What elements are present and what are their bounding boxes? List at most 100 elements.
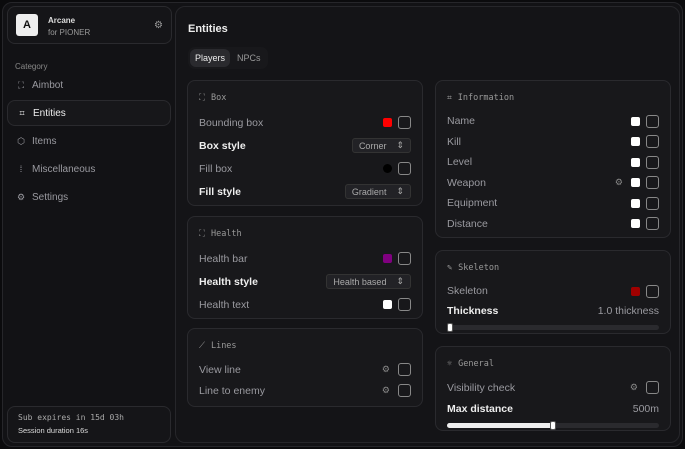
logo: A (16, 14, 38, 36)
sidebar-item-aimbot[interactable]: ⛶ Aimbot (7, 72, 171, 98)
slider-thumb[interactable] (447, 323, 453, 332)
skeleton-card: ✎ Skeleton Skeleton Thickness 1.0 thicknes… (435, 250, 671, 334)
card-title: Lines (210, 341, 237, 351)
sidebar-item-label: Items (32, 135, 57, 147)
checkbox[interactable] (646, 155, 659, 169)
row-label: Max distance (447, 402, 513, 415)
color-swatch[interactable] (383, 300, 392, 309)
visibility-check-row: Visibility check ⚙ (447, 377, 659, 398)
skeleton-row: Skeleton (447, 281, 659, 301)
session-duration: Session duration 16s (18, 426, 89, 435)
info-row-name: Name (447, 111, 659, 132)
color-swatch[interactable] (631, 198, 640, 208)
row-label: Name (447, 115, 476, 128)
card-title: General (458, 359, 494, 369)
page-title: Entities (188, 23, 228, 35)
row-label: Weapon (447, 176, 486, 189)
chevrons-icon: ⇕ (396, 276, 404, 286)
checkbox[interactable] (398, 298, 411, 311)
brand-name: Arcane (48, 16, 76, 25)
checkbox[interactable] (646, 114, 659, 128)
settings-icon[interactable]: ⚙ (154, 20, 163, 31)
sidebar-item-entities[interactable]: ⌗ Entities (7, 100, 171, 126)
info-row-weapon: Weapon ⚙ (447, 173, 659, 194)
select-value: Corner (358, 140, 387, 151)
select-value: Gradient (351, 186, 387, 197)
thickness-value: 1.0 thickness (597, 305, 659, 317)
sidebar-item-settings[interactable]: ⚙ Settings (7, 184, 171, 210)
box-icon: ⛶ (199, 229, 205, 239)
checkbox[interactable] (398, 116, 411, 129)
sun-icon: ☼ (447, 359, 453, 369)
sub-expires: Sub expires in 15d 03h (18, 413, 124, 422)
row-label: Kill (447, 135, 462, 148)
card-title: Health (210, 229, 242, 239)
chevrons-icon: ⇕ (396, 186, 404, 196)
max-distance-slider[interactable] (447, 421, 659, 430)
slider-thumb[interactable] (550, 421, 556, 430)
row-label: Skeleton (447, 285, 488, 297)
checkbox[interactable] (398, 162, 411, 175)
card-title: Box (210, 93, 227, 103)
color-swatch[interactable] (631, 116, 640, 126)
color-swatch[interactable] (631, 157, 640, 167)
checkbox[interactable] (398, 384, 411, 397)
card-title: Skeleton (458, 263, 500, 273)
row-label: Equipment (447, 197, 498, 210)
main-panel: Entities Players NPCs ⛶ Box Bounding box … (175, 6, 680, 443)
information-card: ⌗ Information Name Kill Level Weapon ⚙ Equ… (435, 80, 671, 238)
checkbox[interactable] (398, 252, 411, 265)
thickness-row: Thickness 1.0 thickness (447, 301, 659, 321)
row-label: Visibility check (447, 381, 516, 394)
line-icon: ⟋ (199, 341, 205, 351)
checkbox[interactable] (646, 196, 659, 210)
line-to-enemy-row: Line to enemy ⚙ (199, 380, 411, 401)
health-style-select[interactable]: Health based ⇕ (326, 274, 411, 289)
row-label: Line to enemy (199, 384, 265, 397)
checkbox[interactable] (646, 217, 659, 231)
row-label: Fill box (199, 162, 233, 175)
fill-style-select[interactable]: Gradient ⇕ (344, 184, 411, 199)
sidebar-item-items[interactable]: ⬡ Items (7, 128, 171, 154)
brand-card: A Arcane for PIONER ⚙ (7, 6, 172, 44)
checkbox[interactable] (646, 381, 659, 394)
scan-face-icon: ⌗ (19, 107, 25, 118)
info-row-distance: Distance (447, 214, 659, 235)
checkbox[interactable] (646, 284, 659, 298)
row-label: Health bar (199, 252, 248, 265)
category-label: Category (15, 62, 48, 71)
row-label: Distance (447, 217, 488, 230)
box-style-row: Box style Corner ⇕ (199, 134, 411, 157)
tab-npcs[interactable]: NPCs (237, 53, 261, 63)
lines-card: ⟋ Lines View line ⚙ Line to enemy ⚙ (187, 328, 423, 407)
color-swatch[interactable] (383, 254, 392, 263)
color-swatch[interactable] (631, 137, 640, 147)
sidebar: A Arcane for PIONER ⚙ Category ⛶ Aimbot ⌗… (6, 6, 172, 443)
gear-icon[interactable]: ⚙ (614, 177, 623, 188)
grid-icon: ⁞ (19, 164, 23, 174)
thickness-slider[interactable] (447, 323, 659, 332)
checkbox[interactable] (398, 363, 411, 376)
sidebar-item-label: Aimbot (32, 79, 64, 91)
row-label: Box style (199, 139, 246, 152)
box-icon: ⬡ (17, 135, 25, 146)
color-swatch[interactable] (631, 178, 640, 188)
tab-players[interactable]: Players (190, 49, 231, 67)
box-style-select[interactable]: Corner ⇕ (351, 138, 411, 153)
color-swatch[interactable] (631, 286, 640, 296)
gear-icon[interactable]: ⚙ (381, 385, 390, 395)
sidebar-item-label: Settings (32, 191, 69, 203)
checkbox[interactable] (646, 176, 659, 190)
gear-icon[interactable]: ⚙ (629, 382, 638, 392)
max-distance-row: Max distance 500m (447, 398, 659, 419)
sidebar-item-label: Entities (33, 107, 66, 119)
info-row-kill: Kill (447, 132, 659, 153)
color-swatch[interactable] (631, 219, 640, 229)
gear-icon[interactable]: ⚙ (381, 364, 390, 374)
color-swatch[interactable] (383, 164, 392, 173)
row-label: View line (199, 363, 241, 376)
sidebar-item-miscellaneous[interactable]: ⁞ Miscellaneous (7, 156, 171, 182)
checkbox[interactable] (646, 135, 659, 149)
fill-style-row: Fill style Gradient ⇕ (199, 180, 411, 203)
color-swatch[interactable] (383, 118, 392, 127)
